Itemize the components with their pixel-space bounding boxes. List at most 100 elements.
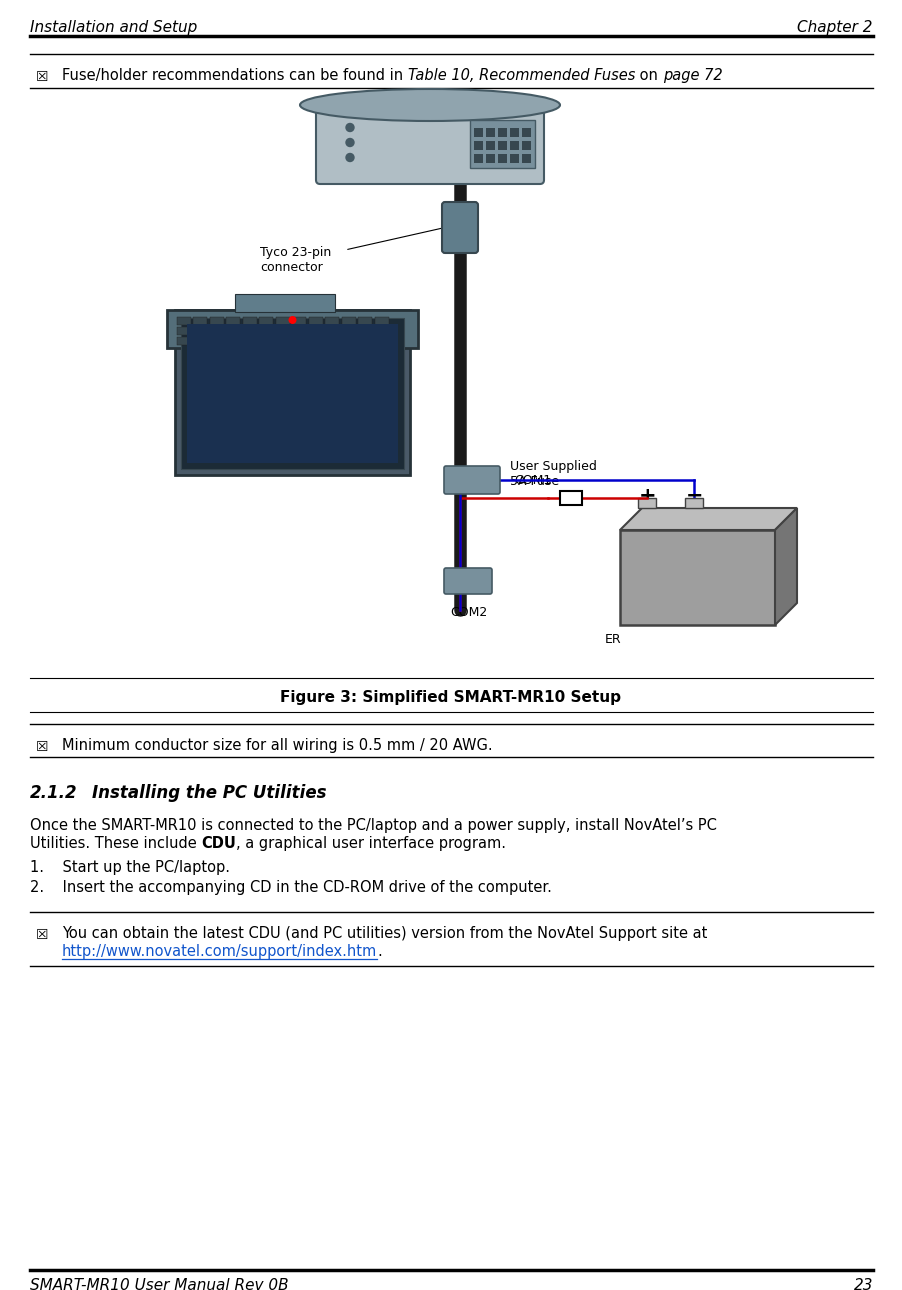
Bar [292,317,306,325]
Text: 1.    Start up the PC/laptop.: 1. Start up the PC/laptop. [30,860,230,875]
Bar [175,310,410,475]
Bar [638,498,655,508]
Text: User Supplied
5A Fuse: User Supplied 5A Fuse [510,461,596,488]
Bar [210,337,224,344]
Bar [374,317,389,325]
Bar [243,317,257,325]
Text: Minimum conductor size for all wiring is 0.5 mm / 20 AWG.: Minimum conductor size for all wiring is… [62,738,492,753]
FancyBboxPatch shape [444,568,492,593]
Bar [521,141,530,150]
Text: ☒: ☒ [36,740,49,753]
Bar [510,128,519,137]
Text: 2.    Insert the accompanying CD in the CD-ROM drive of the computer.: 2. Insert the accompanying CD in the CD-… [30,880,551,895]
Circle shape [345,138,354,147]
Text: Installation and Setup: Installation and Setup [30,21,197,35]
Bar [177,337,191,344]
Text: Table 10, Recommended Fuses: Table 10, Recommended Fuses [408,68,634,83]
Bar [374,337,389,344]
Bar [193,326,207,335]
Bar [259,337,273,344]
Text: ☒: ☒ [36,928,49,942]
Bar [276,326,290,335]
Bar [559,491,582,504]
Bar [235,294,335,312]
Text: Once the SMART-MR10 is connected to the PC/laptop and a power supply, install No: Once the SMART-MR10 is connected to the … [30,818,716,833]
Bar [308,337,323,344]
Bar [485,128,494,137]
Bar [276,317,290,325]
Bar [187,324,398,463]
Bar [226,337,240,344]
Text: ER: ER [604,633,621,646]
Bar [510,141,519,150]
Bar [276,337,290,344]
Bar [243,326,257,335]
Text: Installing the PC Utilities: Installing the PC Utilities [92,784,327,802]
Bar [342,337,355,344]
Text: Figure 3: Simplified SMART-MR10 Setup: Figure 3: Simplified SMART-MR10 Setup [281,690,621,706]
Bar [510,154,519,163]
Bar [210,317,224,325]
Text: .: . [377,944,382,958]
Bar [193,337,207,344]
Bar [226,317,240,325]
Bar [497,154,506,163]
Bar [325,337,339,344]
Bar [358,326,373,335]
Bar [685,498,703,508]
Text: Fuse/holder recommendations can be found in: Fuse/holder recommendations can be found… [62,68,408,83]
Bar [620,530,774,624]
Bar [180,319,403,470]
Ellipse shape [299,89,559,121]
Text: page 72: page 72 [662,68,722,83]
Bar [177,317,191,325]
Circle shape [288,316,296,324]
Bar [485,154,494,163]
Text: SMART-MR10 User Manual Rev 0B: SMART-MR10 User Manual Rev 0B [30,1278,289,1290]
Bar [474,141,483,150]
Text: CDU: CDU [201,836,236,851]
Text: You can obtain the latest CDU (and PC utilities) version from the NovAtel Suppor: You can obtain the latest CDU (and PC ut… [62,926,706,940]
Bar [358,317,373,325]
Text: http://www.novatel.com/support/index.htm: http://www.novatel.com/support/index.htm [62,944,377,958]
Bar [226,326,240,335]
Circle shape [345,124,354,132]
Bar [308,326,323,335]
FancyBboxPatch shape [444,466,500,494]
Bar [325,326,339,335]
Text: +: + [639,486,656,506]
Bar [167,310,418,348]
Bar [497,141,506,150]
Bar [474,154,483,163]
Text: 2.1.2: 2.1.2 [30,784,78,802]
Bar [374,326,389,335]
Bar [259,317,273,325]
Bar [177,326,191,335]
Bar [342,326,355,335]
Bar [292,337,306,344]
Bar [325,317,339,325]
Text: −: − [686,486,703,506]
Bar [243,337,257,344]
Bar [292,326,306,335]
Bar [193,317,207,325]
Text: , a graphical user interface program.: , a graphical user interface program. [236,836,506,851]
Text: Tyco 23-pin
connector: Tyco 23-pin connector [260,246,331,273]
Text: COM2: COM2 [449,606,487,619]
Polygon shape [774,508,796,624]
Bar [497,128,506,137]
Bar [342,317,355,325]
Bar [259,326,273,335]
Bar [474,128,483,137]
Bar [210,326,224,335]
Text: ☒: ☒ [36,70,49,84]
Bar [521,128,530,137]
Bar [469,120,534,168]
Circle shape [345,154,354,161]
Text: Utilities. These include: Utilities. These include [30,836,201,851]
Polygon shape [620,508,796,530]
Text: 23: 23 [852,1278,872,1290]
Text: COM1: COM1 [513,473,550,486]
Text: on: on [634,68,662,83]
Bar [521,154,530,163]
